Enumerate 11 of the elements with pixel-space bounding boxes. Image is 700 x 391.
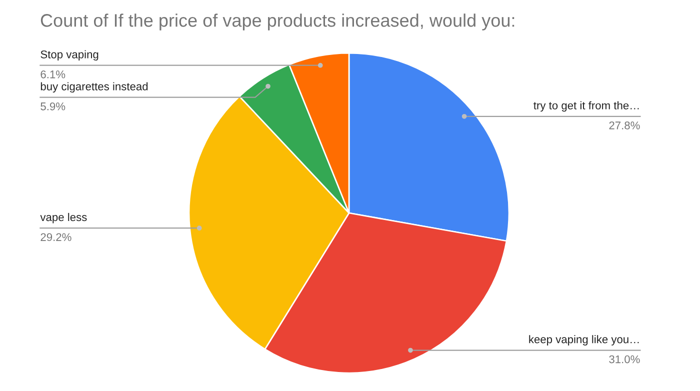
chart-title: Count of If the price of vape products increased, would you: xyxy=(40,14,514,30)
slice-label: Stop vaping xyxy=(40,50,98,61)
data-label: 31.0% xyxy=(609,355,640,364)
data-label: 29.2% xyxy=(40,233,72,242)
slice-label: keep vaping like you… xyxy=(529,335,639,346)
data-label: 6.1% xyxy=(40,70,66,78)
data-label: 5.9% xyxy=(40,102,66,110)
slice-label: buy cigarettes instead xyxy=(40,82,148,93)
slice-label: vape less xyxy=(40,212,87,224)
slice-label: try to get it from the… xyxy=(534,101,639,112)
data-label: 27.8% xyxy=(609,122,640,130)
